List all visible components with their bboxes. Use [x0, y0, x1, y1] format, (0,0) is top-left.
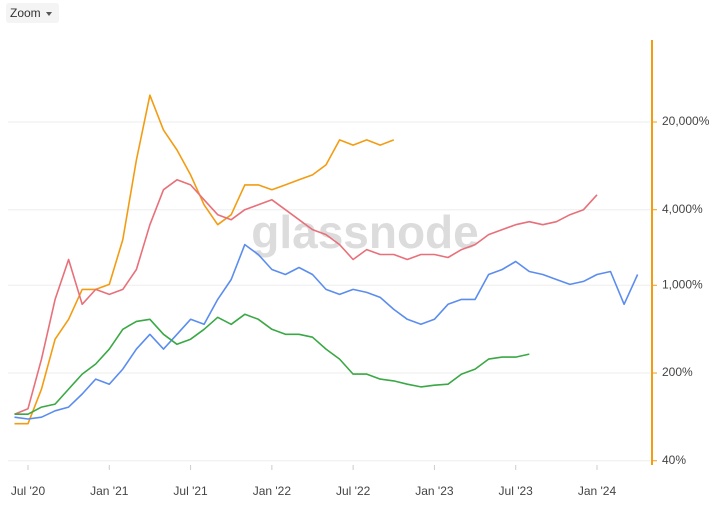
- series-line: [14, 243, 639, 420]
- x-tick-label: Jan '23: [415, 484, 454, 498]
- x-tick-label: Jul '22: [336, 484, 371, 498]
- x-tick-label: Jul '21: [173, 484, 208, 498]
- series-line: [14, 313, 530, 415]
- y-tick-label: 40%: [662, 453, 686, 467]
- zoom-button[interactable]: Zoom: [6, 3, 59, 23]
- watermark: glassnode: [251, 206, 479, 258]
- x-tick-label: Jan '21: [90, 484, 129, 498]
- y-tick-label: 4,000%: [662, 202, 703, 216]
- x-tick-label: Jul '20: [11, 484, 46, 498]
- y-tick-label: 1,000%: [662, 277, 703, 291]
- series-line: [14, 94, 395, 425]
- x-tick-label: Jan '22: [253, 484, 292, 498]
- series-line: [14, 179, 598, 415]
- y-tick-label: 20,000%: [662, 114, 710, 128]
- x-tick-label: Jan '24: [578, 484, 617, 498]
- x-tick-label: Jul '23: [499, 484, 534, 498]
- y-tick-label: 200%: [662, 365, 693, 379]
